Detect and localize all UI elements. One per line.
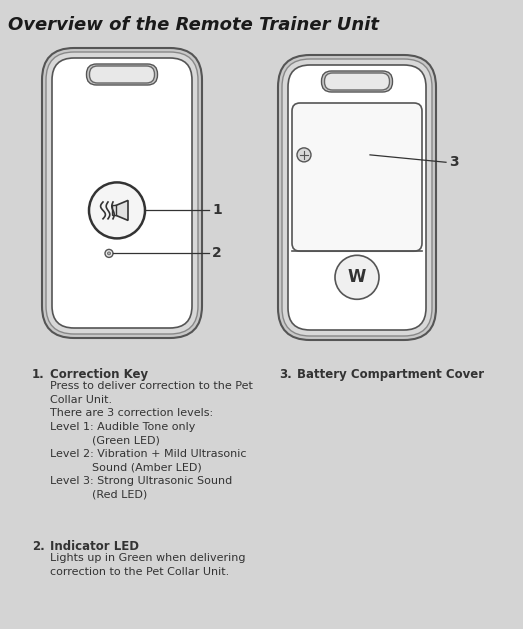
Text: Overview of the Remote Trainer Unit: Overview of the Remote Trainer Unit	[8, 16, 379, 34]
FancyBboxPatch shape	[282, 59, 432, 336]
FancyBboxPatch shape	[89, 66, 154, 83]
Text: 2: 2	[212, 247, 222, 260]
Circle shape	[89, 182, 145, 238]
Text: 2.: 2.	[32, 540, 45, 553]
FancyBboxPatch shape	[288, 65, 426, 330]
FancyBboxPatch shape	[292, 103, 422, 251]
Text: W: W	[348, 269, 366, 286]
FancyBboxPatch shape	[42, 48, 202, 338]
Text: 3: 3	[449, 155, 459, 169]
Polygon shape	[112, 206, 116, 215]
Text: 1.: 1.	[32, 368, 45, 381]
FancyBboxPatch shape	[322, 71, 392, 92]
Circle shape	[297, 148, 311, 162]
Polygon shape	[116, 201, 128, 220]
Text: Indicator LED: Indicator LED	[50, 540, 139, 553]
Circle shape	[108, 252, 110, 255]
Text: Correction Key: Correction Key	[50, 368, 148, 381]
FancyBboxPatch shape	[278, 55, 436, 340]
FancyBboxPatch shape	[86, 64, 157, 85]
Text: Press to deliver correction to the Pet
Collar Unit.
There are 3 correction level: Press to deliver correction to the Pet C…	[50, 381, 253, 500]
FancyBboxPatch shape	[46, 52, 198, 334]
Circle shape	[105, 250, 113, 257]
Text: 1: 1	[212, 203, 222, 218]
FancyBboxPatch shape	[52, 58, 192, 328]
Circle shape	[335, 255, 379, 299]
Text: 3.: 3.	[279, 368, 292, 381]
Text: Battery Compartment Cover: Battery Compartment Cover	[297, 368, 484, 381]
FancyBboxPatch shape	[324, 73, 390, 90]
Text: Lights up in Green when delivering
correction to the Pet Collar Unit.: Lights up in Green when delivering corre…	[50, 553, 245, 577]
